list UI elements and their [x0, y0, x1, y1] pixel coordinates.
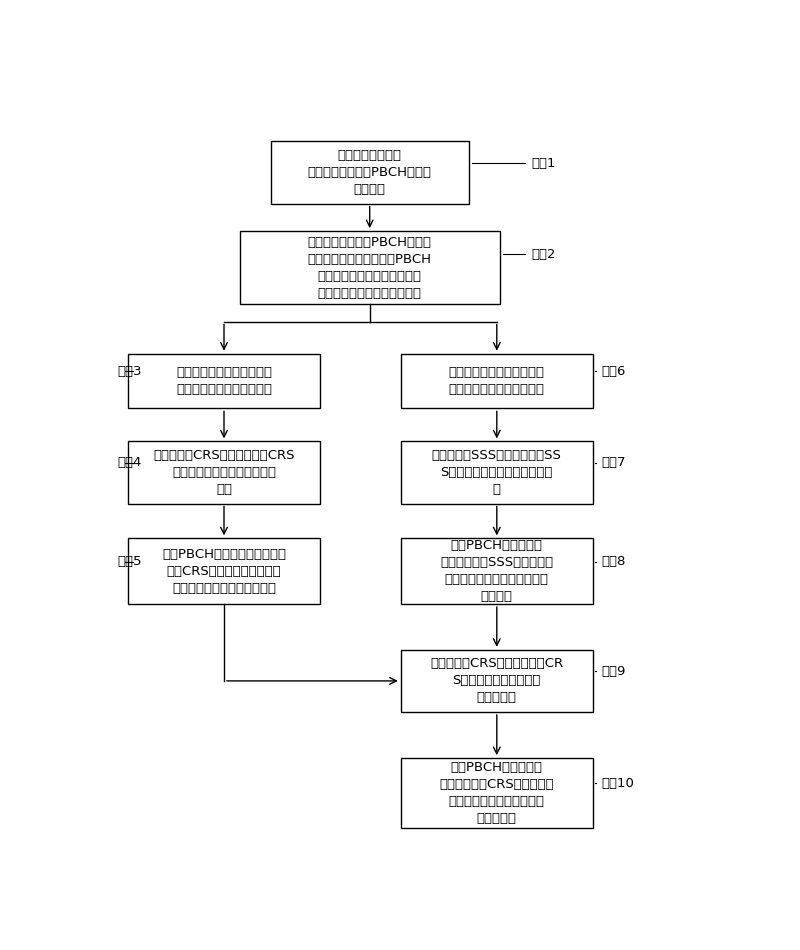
- Text: 根据接收译码正确
比特序列重构生成PBCH位置的
频域数据: 根据接收译码正确 比特序列重构生成PBCH位置的 频域数据: [308, 149, 432, 196]
- FancyBboxPatch shape: [270, 142, 469, 203]
- FancyBboxPatch shape: [128, 353, 320, 408]
- Text: 联合PBCH估计的频率
同步估计值和CRS估计的频率
同步估计值，最终获得频率
同步估计值: 联合PBCH估计的频率 同步估计值和CRS估计的频率 同步估计值，最终获得频率 …: [439, 761, 554, 825]
- Text: 步骤1: 步骤1: [531, 157, 555, 169]
- FancyBboxPatch shape: [128, 442, 320, 504]
- FancyBboxPatch shape: [401, 353, 593, 408]
- Text: 利用接收的CRS与本地产生的CRS
共轭相乘，来提取时间同步估
计值: 利用接收的CRS与本地产生的CRS 共轭相乘，来提取时间同步估 计值: [154, 449, 294, 496]
- Text: 步骤3: 步骤3: [118, 365, 142, 378]
- FancyBboxPatch shape: [128, 539, 320, 604]
- Text: 步骤4: 步骤4: [118, 456, 142, 469]
- Text: 步骤2: 步骤2: [531, 248, 555, 261]
- Text: 利用接收的SSS与本地产生的SS
S共轭相乘，获取频率同步估计
值: 利用接收的SSS与本地产生的SS S共轭相乘，获取频率同步估计 值: [432, 449, 562, 496]
- Text: 终端根据频率信道响应功率
值，估计出时间同步估计值: 终端根据频率信道响应功率 值，估计出时间同步估计值: [176, 366, 272, 396]
- FancyBboxPatch shape: [401, 442, 593, 504]
- FancyBboxPatch shape: [401, 650, 593, 712]
- Text: 利用接收的CRS与本地产生的CR
S共轭相乘，来提取频率
同步估计值: 利用接收的CRS与本地产生的CR S共轭相乘，来提取频率 同步估计值: [430, 657, 563, 704]
- Text: 步骤5: 步骤5: [118, 555, 142, 568]
- Text: 联合PBCH估计的频率
同步估计值和SSS估计的频率
同步估计值，最终获得时间同
步估计值: 联合PBCH估计的频率 同步估计值和SSS估计的频率 同步估计值，最终获得时间同…: [440, 540, 554, 603]
- Text: 步骤9: 步骤9: [601, 665, 626, 678]
- Text: 步骤8: 步骤8: [601, 555, 626, 568]
- FancyBboxPatch shape: [401, 758, 593, 827]
- Text: 步骤6: 步骤6: [601, 365, 626, 378]
- Text: 步骤7: 步骤7: [601, 456, 626, 469]
- Text: 终端根据频率信道响应功率
值，估计出频率同步估计值: 终端根据频率信道响应功率 值，估计出频率同步估计值: [449, 366, 545, 396]
- Text: 步骤10: 步骤10: [601, 777, 634, 789]
- FancyBboxPatch shape: [401, 539, 593, 604]
- FancyBboxPatch shape: [239, 231, 500, 304]
- Text: 终端根据接收到的PBCH位置的
频域数据，与重构生成的PBCH
位置的频域数据共轭相乘，得
到对应的频率信道响应功率值: 终端根据接收到的PBCH位置的 频域数据，与重构生成的PBCH 位置的频域数据共…: [308, 236, 432, 299]
- Text: 联合PBCH估计的时间同步估计
值和CRS估计的时间同步估计
值，最终获得时间同步估计值: 联合PBCH估计的时间同步估计 值和CRS估计的时间同步估计 值，最终获得时间同…: [162, 548, 286, 595]
